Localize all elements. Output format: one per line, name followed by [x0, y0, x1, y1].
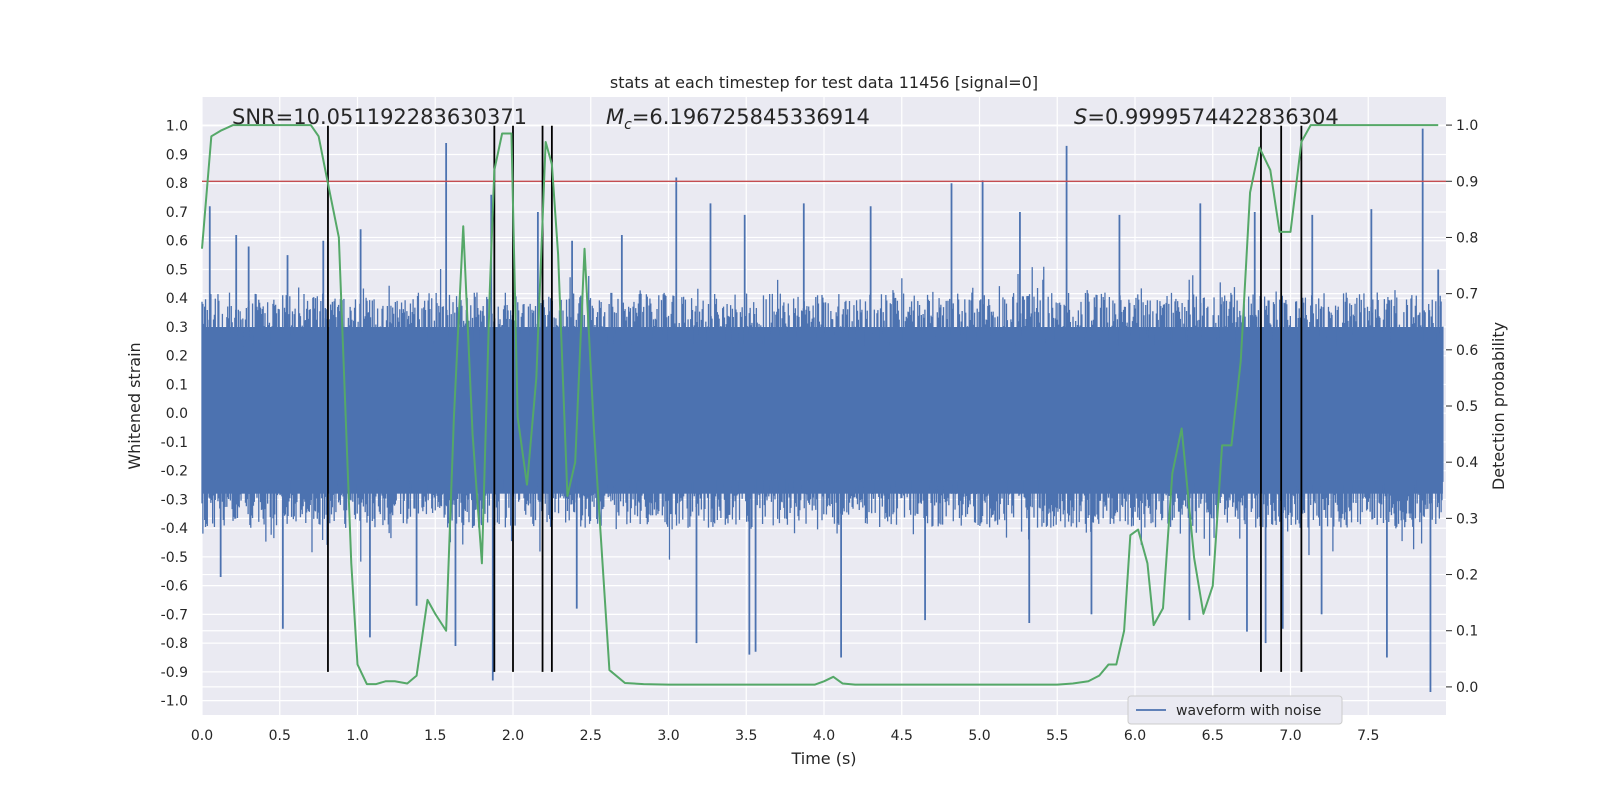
y-right-tick-label: 0.3 — [1456, 511, 1478, 527]
y-tick-label: 0.5 — [166, 262, 188, 278]
y-tick-label: 0.1 — [166, 377, 188, 393]
y-tick-label: -0.8 — [161, 636, 188, 652]
y-right-tick-label: 0.5 — [1456, 399, 1478, 415]
y-axis-label-left: Whitened strain — [125, 342, 144, 469]
snr-annotation: SNR=10.051192283630371 — [232, 105, 527, 129]
y-tick-label: 0.3 — [166, 320, 188, 336]
y-tick-label: -0.1 — [161, 435, 188, 451]
score-symbol: S — [1074, 105, 1087, 129]
x-tick-label: 0.0 — [191, 728, 213, 744]
y-tick-label: -0.4 — [161, 521, 188, 537]
chart-title: stats at each timestep for test data 114… — [610, 73, 1038, 92]
y-tick-label: 0.9 — [166, 147, 188, 163]
x-tick-label: 1.5 — [424, 728, 446, 744]
y-tick-label: 0.4 — [166, 291, 188, 307]
chirp-mass-value: =6.196725845336914 — [632, 105, 870, 129]
x-tick-label: 3.5 — [735, 728, 757, 744]
y-tick-label: -0.7 — [161, 607, 188, 623]
y-tick-label: -0.6 — [161, 579, 188, 595]
x-axis-label: Time (s) — [790, 749, 856, 768]
y-tick-label: 0.0 — [166, 406, 188, 422]
y-tick-label: 0.7 — [166, 205, 188, 221]
y-right-tick-label: 0.8 — [1456, 230, 1478, 246]
y-right-tick-label: 0.9 — [1456, 174, 1478, 190]
y-tick-label: 0.2 — [166, 349, 188, 365]
y-tick-label: 1.0 — [166, 119, 188, 135]
series-detection-probability — [201, 124, 1439, 686]
chirp-mass-annotation: Mc=6.196725845336914 — [606, 105, 870, 133]
y-axis-ticks-right: 1.0 0.9 0.8 0.7 0.6 0.5 0.4 0.3 0.2 0.1 0.0 — [1446, 118, 1478, 696]
score-annotation: S=0.9999574422836304 — [1074, 105, 1339, 129]
detection-probability-line — [201, 124, 1439, 686]
y-tick-label: -1.0 — [161, 694, 188, 710]
x-tick-label: 4.5 — [891, 728, 913, 744]
x-axis-ticks: 0.0 0.5 1.0 1.5 2.0 2.5 3.0 3.5 4.0 4.5 5.0 5.5 6.0 6… — [191, 728, 1380, 744]
y-tick-label: 0.8 — [166, 176, 188, 192]
chirp-mass-subscript: c — [624, 117, 632, 133]
x-tick-label: 5.0 — [968, 728, 990, 744]
legend: waveform with noise — [1127, 695, 1343, 725]
y-right-tick-label: 1.0 — [1456, 118, 1478, 134]
score-value: =0.9999574422836304 — [1087, 105, 1338, 129]
y-right-tick-label: 0.1 — [1456, 624, 1478, 640]
x-tick-label: 2.0 — [502, 728, 524, 744]
y-right-tick-label: 0.7 — [1456, 287, 1478, 303]
y-tick-label: -0.9 — [161, 665, 188, 681]
y-right-tick-label: 0.4 — [1456, 455, 1478, 471]
y-axis-ticks-left: 1.0 0.9 0.8 0.7 0.6 0.5 0.4 0.3 0.2 0.1 0.0 -0.1 -0.… — [161, 119, 188, 710]
x-tick-label: 4.0 — [813, 728, 835, 744]
y-right-tick-label: 0.0 — [1456, 680, 1478, 696]
x-tick-label: 6.5 — [1202, 728, 1224, 744]
y-axis-label-right: Detection probability — [1489, 322, 1508, 490]
y-right-tick-label: 0.6 — [1456, 343, 1478, 359]
y-right-tick-label: 0.2 — [1456, 568, 1478, 584]
x-tick-label: 3.0 — [657, 728, 679, 744]
x-tick-label: 2.5 — [580, 728, 602, 744]
legend-entry-waveform: waveform with noise — [1176, 703, 1321, 719]
y-tick-label: -0.2 — [161, 464, 188, 480]
y-tick-label: -0.3 — [161, 492, 188, 508]
x-tick-label: 0.5 — [269, 728, 291, 744]
y-tick-label: 0.6 — [166, 234, 188, 250]
x-tick-label: 5.5 — [1046, 728, 1068, 744]
x-tick-label: 7.5 — [1357, 728, 1379, 744]
x-tick-label: 7.0 — [1279, 728, 1301, 744]
x-tick-label: 1.0 — [346, 728, 368, 744]
legend-box — [1127, 695, 1343, 725]
waveform-noise-path — [201, 266, 1444, 562]
chirp-mass-symbol: M — [606, 105, 624, 129]
x-tick-label: 6.0 — [1124, 728, 1146, 744]
y-tick-label: -0.5 — [161, 550, 188, 566]
